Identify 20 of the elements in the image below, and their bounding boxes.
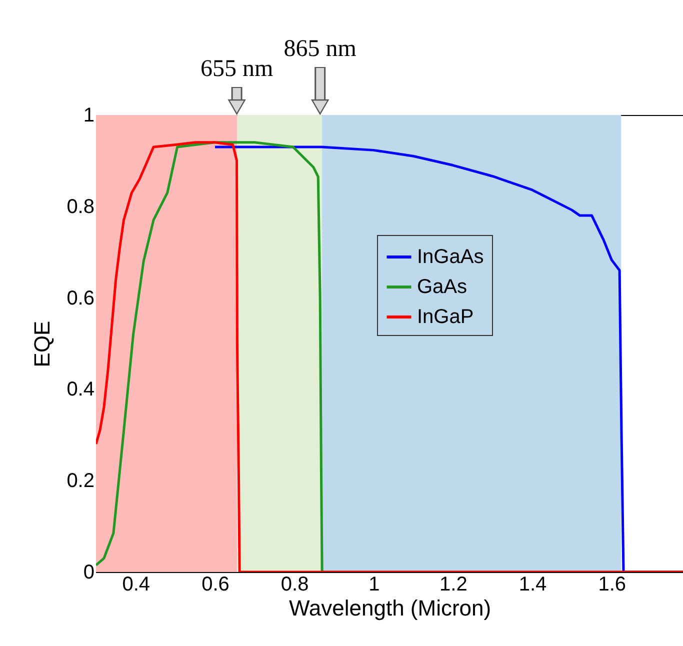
- x-tick-label: 1.2: [440, 574, 468, 596]
- y-tick-label: 0.6: [66, 287, 94, 310]
- y-tick-label: 0.2: [66, 470, 94, 492]
- x-tick-label: 1.6: [598, 574, 626, 596]
- x-tick-label: 0.4: [122, 574, 150, 596]
- legend-label: InGaP: [417, 306, 474, 328]
- y-tick-label: 0.8: [66, 196, 94, 218]
- y-tick-label: 1: [83, 104, 94, 126]
- annotation: 655 nm: [200, 56, 274, 82]
- x-axis-title: Wavelength (Micron): [288, 596, 492, 620]
- x-tick-label: 0.8: [280, 574, 309, 596]
- y-axis-title: EQE: [30, 320, 55, 368]
- y-tick-label: 0: [83, 562, 94, 584]
- annotation: 865 nm: [284, 36, 357, 62]
- y-tick-label: 0.4: [66, 378, 94, 401]
- x-tick-label: 0.6: [202, 574, 230, 596]
- x-tick-label: 1.4: [518, 574, 547, 596]
- x-tick-label: 1: [368, 574, 380, 596]
- legend-label: InGaAs: [417, 246, 484, 268]
- legend-label: GaAs: [417, 276, 468, 298]
